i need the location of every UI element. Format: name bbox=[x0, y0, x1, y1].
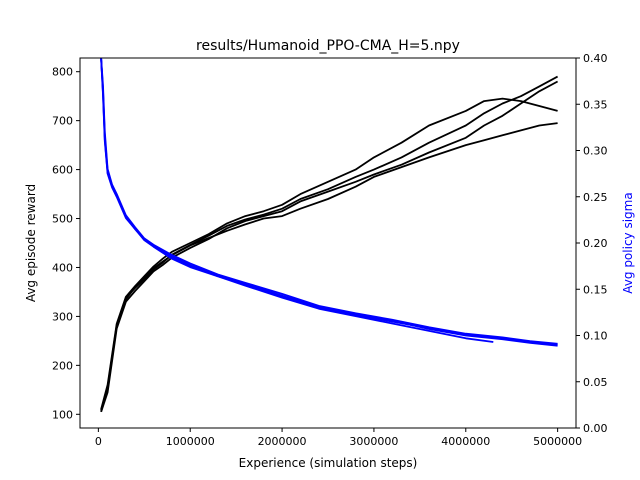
y-axis-right: 0.00 0.05 0.10 0.15 0.20 0.25 0.30 0.35 0.40 bbox=[576, 52, 608, 435]
x-tick-label: 0 bbox=[95, 435, 102, 448]
y-left-tick-label: 400 bbox=[52, 261, 73, 274]
y-right-tick-label: 0.35 bbox=[583, 98, 608, 111]
reward-line-3 bbox=[100, 97, 558, 410]
y-left-tick-label: 700 bbox=[52, 115, 73, 128]
y-right-tick-label: 0.30 bbox=[583, 145, 608, 158]
y-left-tick-label: 800 bbox=[52, 66, 73, 79]
x-tick-label: 4000000 bbox=[441, 435, 490, 448]
chart-title: results/Humanoid_PPO-CMA_H=5.npy bbox=[196, 38, 460, 54]
series-group bbox=[100, 58, 559, 413]
reward-line-2 bbox=[100, 80, 559, 413]
y-left-tick-label: 300 bbox=[52, 310, 73, 323]
y-axis-left: 100 200 300 400 500 600 700 800 bbox=[52, 66, 80, 421]
x-axis: 0 1000000 2000000 3000000 4000000 5000000 bbox=[95, 428, 582, 448]
y-right-tick-label: 0.00 bbox=[583, 422, 608, 435]
y-right-tick-label: 0.15 bbox=[583, 283, 608, 296]
y-right-tick-label: 0.40 bbox=[583, 52, 608, 65]
reward-line-4 bbox=[100, 75, 559, 411]
x-tick-label: 5000000 bbox=[533, 435, 582, 448]
x-tick-label: 1000000 bbox=[166, 435, 215, 448]
y-left-tick-label: 100 bbox=[52, 408, 73, 421]
y-axis-left-label: Avg episode reward bbox=[24, 184, 38, 302]
x-tick-label: 3000000 bbox=[349, 435, 398, 448]
y-left-tick-label: 500 bbox=[52, 213, 73, 226]
y-left-tick-label: 600 bbox=[52, 164, 73, 177]
y-right-tick-label: 0.05 bbox=[583, 376, 608, 389]
x-tick-label: 2000000 bbox=[258, 435, 307, 448]
y-right-tick-label: 0.25 bbox=[583, 191, 608, 204]
sigma-line-4 bbox=[100, 58, 558, 347]
y-right-tick-label: 0.10 bbox=[583, 330, 608, 343]
y-axis-right-label: Avg policy sigma bbox=[621, 192, 635, 293]
x-axis-label: Experience (simulation steps) bbox=[239, 456, 418, 470]
plot-area bbox=[100, 58, 559, 413]
y-left-tick-label: 200 bbox=[52, 359, 73, 372]
y-right-tick-label: 0.20 bbox=[583, 237, 608, 250]
